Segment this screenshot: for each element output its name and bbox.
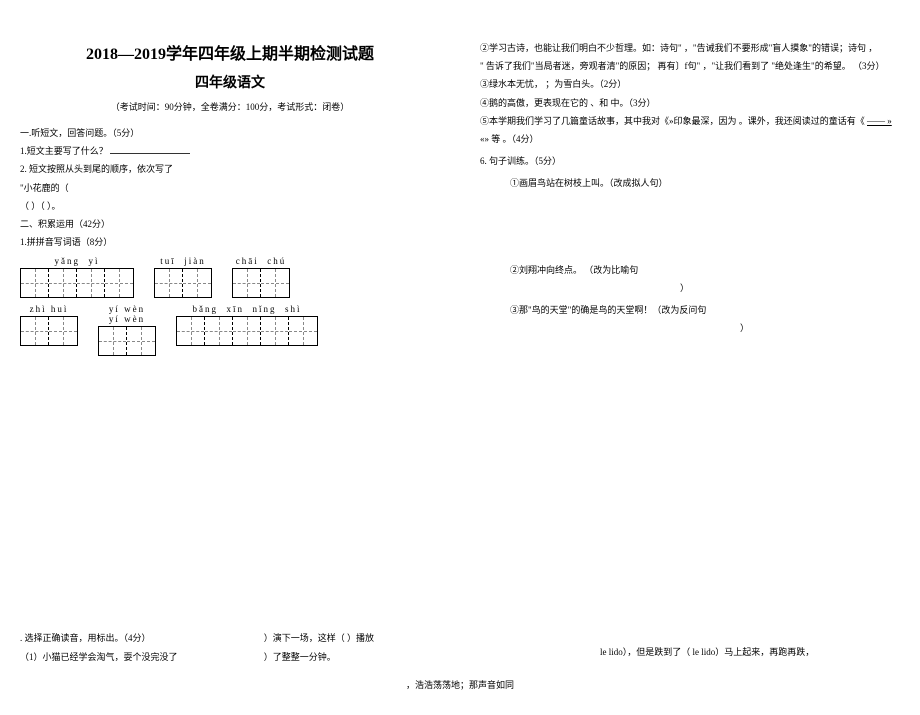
pinyin-group-2: tuī jiàn (154, 256, 212, 298)
paragraph-2: ②学习古诗，也能让我们明白不少哲理。如：诗句" ，"告诫我们不要形成"盲人摸象"… (480, 40, 900, 56)
pinyin-row-1: yǎng yì tuī jiàn chāi chú (20, 256, 440, 298)
pinyin-grid[interactable] (98, 326, 156, 356)
q1-blank[interactable] (110, 144, 190, 154)
pinyin-label: yǎng yì (20, 256, 134, 266)
paren-b: ） (680, 280, 900, 296)
pinyin-group-3: chāi chú (232, 256, 290, 298)
pinyin-grid[interactable] (20, 268, 134, 298)
paragraph-5: ⑤本学期我们学习了几篇童话故事，其中我对《»印象最深，因为 。课外，我还阅读过的… (480, 113, 900, 129)
pinyin-label: zhì huì (20, 304, 78, 314)
paren-c: ） (740, 320, 900, 336)
question-6c: ③那"鸟的天堂"的确是鸟的天堂啊！（改为反问句 (510, 302, 900, 318)
question-4a: （1）小猫已经学会淘气，耍个没完没了 (20, 649, 178, 665)
question-2: 2. 短文按照从头到尾的顺序，依次写了 (20, 161, 440, 177)
exam-info: （考试时间：90分钟，全卷满分：100分，考试形式：闭卷） (20, 100, 440, 113)
bottom-strip: . 选择正确读音，用标出。（4分） （1）小猫已经学会淘气，耍个没完没了 ）演下… (20, 630, 900, 695)
pinyin-label: chāi chú (232, 256, 290, 266)
pinyin-grid[interactable] (154, 268, 212, 298)
pinyin-group-4: zhì huì (20, 304, 78, 356)
pinyin-group-1: yǎng yì (20, 256, 134, 298)
q1-text: 1.短文主要写了什么？ (20, 146, 108, 156)
pinyin-group-6: bǎng xīn nǐng shì (176, 304, 318, 356)
question-4: . 选择正确读音，用标出。（4分） (20, 630, 178, 646)
p5-link: —— » (867, 116, 892, 126)
exam-title: 2018—2019学年四年级上期半期检测试题 (20, 40, 440, 64)
paragraph-2b: " 告诉了我们"当局者迷，旁观者清"的原因； 再有〕f句" ，"让我们看到了 "… (480, 58, 900, 74)
bottom-mid-2: ）了整整一分钟。 (264, 649, 514, 665)
paragraph-3: ③绿水本无忧， ；为雪白头。（2分） (480, 76, 900, 92)
p5-text: ⑤本学期我们学习了几篇童话故事，其中我对《»印象最深，因为 。课外，我还阅读过的… (480, 116, 865, 126)
section-1-heading: 一.听短文，回答问题。（5分） (20, 125, 440, 141)
bottom-mid-1: ）演下一场，这样（ ）播放 (264, 630, 514, 646)
paragraph-4: ④鹅的高傲，更表现在它的 、和 中。（3分） (480, 95, 900, 111)
pinyin-label: yí wèn yí wèn (98, 304, 156, 324)
question-6: 6. 句子训练。（5分） (480, 153, 900, 169)
question-2c: （ ）（ ）。 (20, 198, 440, 214)
question-1: 1.短文主要写了什么？ (20, 143, 440, 159)
exam-subtitle: 四年级语文 (20, 72, 440, 92)
pinyin-grid[interactable] (176, 316, 318, 346)
question-6b: ②刘翔冲向终点。 （改为比喻句 (510, 262, 900, 278)
paragraph-5b: «» 等 。（4分） (480, 131, 900, 147)
pinyin-group-5: yí wèn yí wèn (98, 304, 156, 356)
question-2b: "小花鹿的（ (20, 180, 440, 196)
pinyin-row-2: zhì huì yí wèn yí wèn bǎng xīn nǐng shì (20, 304, 440, 356)
question-3: 1.拼拼音写词语（8分） (20, 234, 440, 250)
bottom-mid-3: ，浩浩荡荡地；那声音如同 (20, 677, 900, 693)
section-2-heading: 二、积累运用（42分） (20, 216, 440, 232)
pinyin-grid[interactable] (20, 316, 78, 346)
pinyin-label: bǎng xīn nǐng shì (176, 304, 318, 314)
pinyin-label: tuī jiàn (154, 256, 212, 266)
bottom-right-1: le lido），但是跌到了（ le lido）马上起来，再跑再跌， (600, 644, 900, 660)
question-6a: ①画眉鸟站在树枝上叫。（改成拟人句） (510, 175, 900, 191)
pinyin-grid[interactable] (232, 268, 290, 298)
